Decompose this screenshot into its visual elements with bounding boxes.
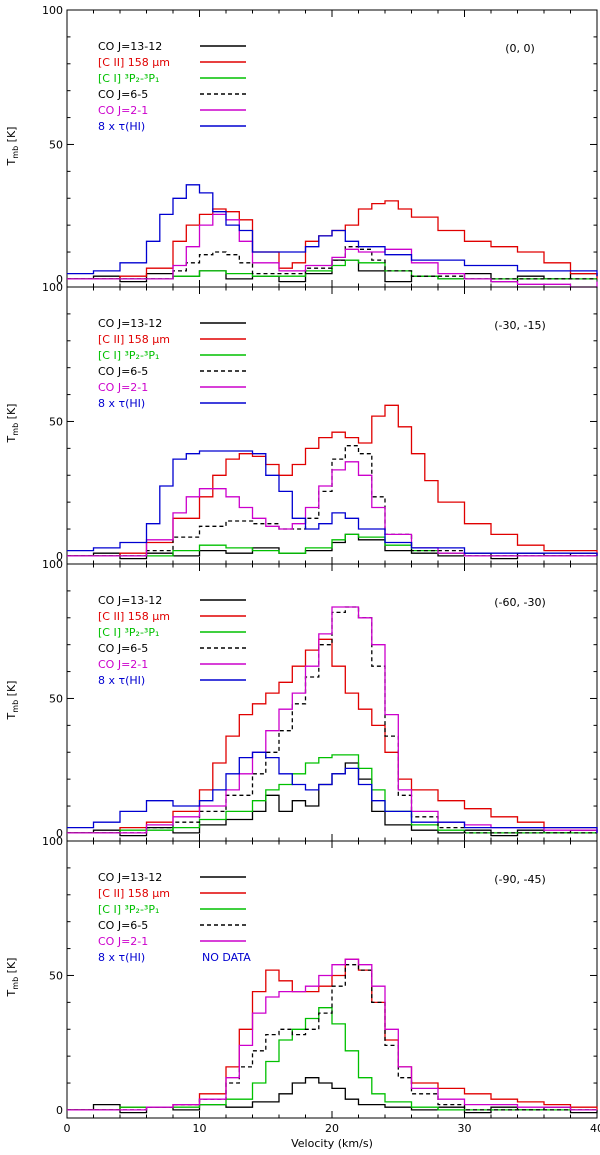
position-label: (-60, -30) xyxy=(494,596,546,609)
legend-label-co65: CO J=6-5 xyxy=(98,88,148,101)
legend-label-co1312: CO J=13-12 xyxy=(98,871,162,884)
legend-label-co21: CO J=2-1 xyxy=(98,935,148,948)
series-hi xyxy=(67,450,598,556)
legend: CO J=13-12 [C II] 158 μm [C I] ³P₂-³P₁ CO J… xyxy=(98,594,246,687)
y-tick-label: 50 xyxy=(49,969,63,982)
legend-label-co65: CO J=6-5 xyxy=(98,642,148,655)
series-co65 xyxy=(67,246,597,280)
y-tick-label: 50 xyxy=(49,692,63,705)
x-tick-label: 0 xyxy=(64,1122,71,1135)
legend-label-co1312: CO J=13-12 xyxy=(98,40,162,53)
y-tick-label: 100 xyxy=(42,558,63,571)
legend-label-co21: CO J=2-1 xyxy=(98,381,148,394)
panel-4: 0 50 100 0 10 20 30 40 (-90, -45) CO J=13-12 [C II… xyxy=(42,835,600,1135)
series-co65 xyxy=(67,606,597,834)
x-tick-label: 20 xyxy=(325,1122,339,1135)
legend-label-cii: [C II] 158 μm xyxy=(98,333,170,346)
series-co21 xyxy=(67,606,598,834)
position-label: (-30, -15) xyxy=(494,319,546,332)
legend-label-ci: [C I] ³P₂-³P₁ xyxy=(98,626,159,639)
legend-label-co21: CO J=2-1 xyxy=(98,658,148,671)
series-ci xyxy=(67,1007,597,1111)
legend-label-hi: 8 x τ(HI) xyxy=(98,120,145,133)
legend-label-cii: [C II] 158 μm xyxy=(98,610,170,623)
y-tick-label: 0 xyxy=(56,273,63,286)
series-co21 xyxy=(67,213,598,288)
y-axis-label-panel-3: Tmb [K] xyxy=(5,681,20,721)
position-label: (-90, -45) xyxy=(494,873,546,886)
legend-label-hi: 8 x τ(HI) xyxy=(98,674,145,687)
no-data-label: NO DATA xyxy=(202,951,251,964)
legend-label-cii: [C II] 158 μm xyxy=(98,56,170,69)
y-axis-label-panel-4: Tmb [K] xyxy=(5,958,20,998)
series-co1312 xyxy=(67,1077,598,1114)
y-tick-label: 0 xyxy=(56,827,63,840)
y-tick-label: 50 xyxy=(49,138,63,151)
y-axis-label-panel-1: Tmb [K] xyxy=(5,127,20,167)
y-tick-label: 100 xyxy=(42,4,63,17)
series-hi xyxy=(67,184,598,277)
x-axis-label: Velocity (km/s) xyxy=(291,1137,373,1150)
y-axis-label-panel-2: Tmb [K] xyxy=(5,404,20,444)
series-co21 xyxy=(67,958,597,1111)
panel-1: 0 50 100 (0, 0) CO J=13-12 [C II] 158 μm [C I]… xyxy=(42,4,598,288)
legend: CO J=13-12 [C II] 158 μm [C I] ³P₂-³P₁ CO J… xyxy=(98,40,246,133)
legend-label-ci: [C I] ³P₂-³P₁ xyxy=(98,72,159,85)
y-tick-label: 100 xyxy=(42,835,63,848)
y-tick-label: 0 xyxy=(56,550,63,563)
legend: CO J=13-12 [C II] 158 μm [C I] ³P₂-³P₁ CO J… xyxy=(98,871,251,964)
legend-label-co65: CO J=6-5 xyxy=(98,365,148,378)
legend-label-hi: 8 x τ(HI) xyxy=(98,397,145,410)
x-tick-label: 40 xyxy=(590,1122,600,1135)
series-cii xyxy=(67,958,598,1111)
y-tick-label: 100 xyxy=(42,281,63,294)
legend-label-co1312: CO J=13-12 xyxy=(98,594,162,607)
series-cii xyxy=(67,404,598,557)
legend-label-ci: [C I] ³P₂-³P₁ xyxy=(98,349,159,362)
legend-label-co21: CO J=2-1 xyxy=(98,104,148,117)
series-ci xyxy=(67,259,597,280)
series-hi xyxy=(67,751,598,833)
legend-label-co1312: CO J=13-12 xyxy=(98,317,162,330)
legend-label-cii: [C II] 158 μm xyxy=(98,887,170,900)
panel-2: 0 50 100 (-30, -15) CO J=13-12 [C II] 158 μm [… xyxy=(42,281,598,565)
y-tick-label: 50 xyxy=(49,415,63,428)
x-tick-label: 30 xyxy=(458,1122,472,1135)
legend-label-ci: [C I] ³P₂-³P₁ xyxy=(98,903,159,916)
panel-3: 0 50 100 (-60, -30) CO J=13-12 [C II] 158 μm [… xyxy=(42,558,598,842)
legend-label-hi: 8 x τ(HI) xyxy=(98,951,145,964)
position-label: (0, 0) xyxy=(505,42,535,55)
x-tick-label: 10 xyxy=(193,1122,207,1135)
y-axis-labels: Tmb [K] Tmb [K] Tmb [K] Tmb [K] xyxy=(5,127,20,998)
y-tick-label: 0 xyxy=(56,1104,63,1117)
legend-label-co65: CO J=6-5 xyxy=(98,919,148,932)
series-co65 xyxy=(67,964,597,1111)
legend: CO J=13-12 [C II] 158 μm [C I] ³P₂-³P₁ CO J… xyxy=(98,317,246,410)
